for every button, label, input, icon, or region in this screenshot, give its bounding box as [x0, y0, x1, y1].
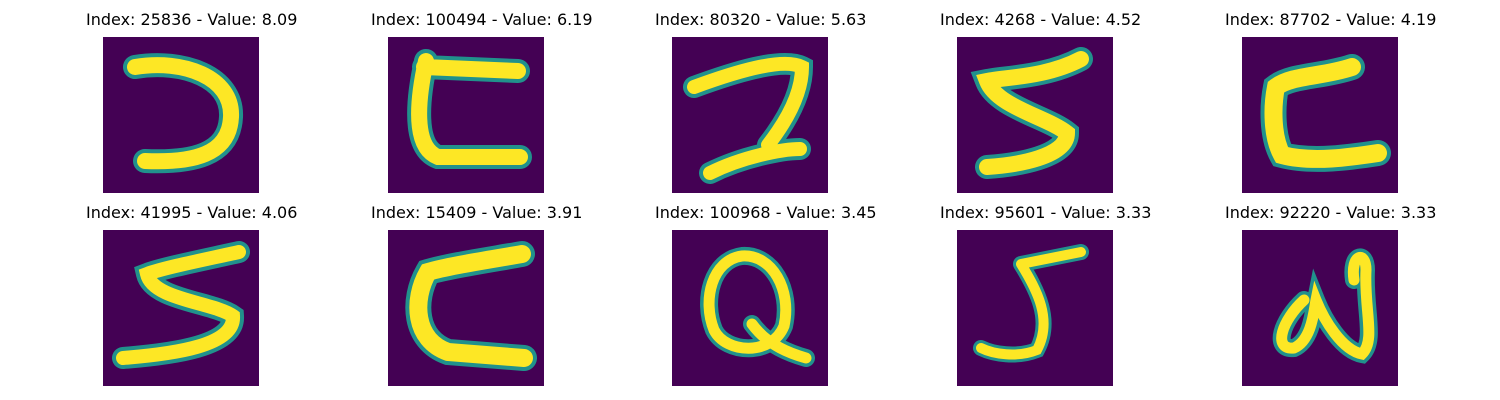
c-shape-glyph — [1260, 54, 1391, 172]
panel-title: Index: 25836 - Value: 8.09 — [86, 10, 298, 29]
digit-image — [388, 230, 544, 386]
panel-title: Index: 92220 - Value: 3.33 — [1225, 203, 1437, 222]
digit-image — [103, 230, 259, 386]
digit-image — [1242, 37, 1398, 193]
s-shape-glyph — [112, 241, 250, 369]
letter-n-glyph — [1272, 248, 1378, 364]
panel-2: Index: 100494 - Value: 6.19 — [371, 10, 593, 193]
panel-title: Index: 4268 - Value: 4.52 — [940, 10, 1142, 29]
c-shape-glyph — [405, 241, 537, 371]
panel-title: Index: 95601 - Value: 3.33 — [940, 203, 1152, 222]
panel-title: Index: 100968 - Value: 3.45 — [655, 203, 877, 222]
panel-title: Index: 87702 - Value: 4.19 — [1225, 10, 1437, 29]
digit-2-glyph — [683, 52, 814, 184]
panel-6: Index: 41995 - Value: 4.06 — [86, 203, 298, 386]
panel-4: Index: 4268 - Value: 4.52 — [940, 10, 1142, 193]
panel-9: Index: 95601 - Value: 3.33 — [940, 203, 1152, 386]
panel-5: Index: 87702 - Value: 4.19 — [1225, 10, 1437, 193]
digit-image — [957, 230, 1113, 386]
panel-3: Index: 80320 - Value: 5.63 — [655, 10, 867, 193]
reversed-c-glyph — [123, 53, 243, 174]
digit-image — [957, 37, 1113, 193]
panel-1: Index: 25836 - Value: 8.09 — [86, 10, 298, 193]
c-shape-glyph — [407, 49, 532, 169]
panel-title: Index: 80320 - Value: 5.63 — [655, 10, 867, 29]
digit-image — [388, 37, 544, 193]
digit-image — [672, 37, 828, 193]
panel-title: Index: 100494 - Value: 6.19 — [371, 10, 593, 29]
digit-image — [1242, 230, 1398, 386]
letter-q-glyph — [700, 247, 815, 367]
digit-image — [103, 37, 259, 193]
panel-7: Index: 15409 - Value: 3.91 — [371, 203, 583, 386]
panel-title: Index: 41995 - Value: 4.06 — [86, 203, 298, 222]
letter-j-glyph — [973, 244, 1089, 363]
digit-image — [672, 230, 828, 386]
s-shape-glyph — [970, 47, 1093, 179]
panel-10: Index: 92220 - Value: 3.33 — [1225, 203, 1437, 386]
panel-8: Index: 100968 - Value: 3.45 — [655, 203, 877, 386]
panel-title: Index: 15409 - Value: 3.91 — [371, 203, 583, 222]
